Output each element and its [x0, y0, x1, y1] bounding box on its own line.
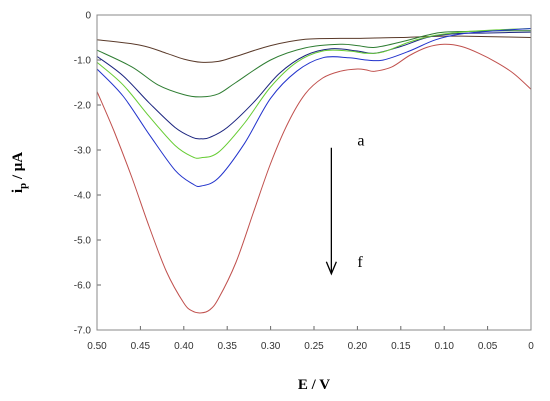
- y-tick-label: -4.0: [74, 191, 92, 202]
- x-tick-label: 0.10: [434, 341, 454, 352]
- y-axis-title: ip / μA: [10, 152, 29, 193]
- x-tick-label: 0.40: [174, 341, 194, 352]
- y-axis-title-main: i: [10, 189, 26, 193]
- x-axis: 0.50 0.45 0.40 0.35 0.30 0.25 0.20 0.15 0.10 0.05…: [87, 326, 534, 352]
- y-tick-label: -7.0: [74, 326, 92, 337]
- y-tick-label: -6.0: [74, 281, 92, 292]
- series-layer: [96, 28, 532, 314]
- y-axis-title-rest: / μA: [10, 152, 26, 183]
- y-tick-label: -5.0: [74, 236, 92, 247]
- x-tick-label: 0: [528, 341, 534, 352]
- x-tick-label: 0.15: [391, 341, 411, 352]
- x-tick-label: 0.25: [304, 341, 324, 352]
- x-tick-label: 0.20: [348, 341, 368, 352]
- x-tick-label: 0.45: [131, 341, 151, 352]
- series-line-2: [96, 30, 532, 98]
- y-tick-label: -1.0: [74, 56, 92, 67]
- y-tick-label: -3.0: [74, 146, 92, 157]
- series-line-4: [96, 28, 532, 159]
- series-line-6: [96, 43, 532, 314]
- y-tick-label: -2.0: [74, 101, 92, 112]
- annotation-label-f: f: [357, 254, 363, 271]
- x-tick-label: 0.05: [478, 341, 498, 352]
- y-tick-label: 0: [85, 11, 91, 22]
- series-line-5: [96, 28, 532, 187]
- series-line-1: [96, 35, 532, 63]
- x-tick-label: 0.50: [87, 341, 107, 352]
- x-axis-title: E / V: [298, 377, 330, 393]
- arrow-head-icon: [325, 261, 337, 276]
- annotation-layer: af: [325, 133, 365, 276]
- x-tick-label: 0.30: [261, 341, 281, 352]
- x-tick-label: 0.35: [217, 341, 237, 352]
- plot-frame: [96, 14, 532, 331]
- y-axis-title-subscript: p: [17, 183, 29, 189]
- annotation-label-a: a: [357, 133, 364, 150]
